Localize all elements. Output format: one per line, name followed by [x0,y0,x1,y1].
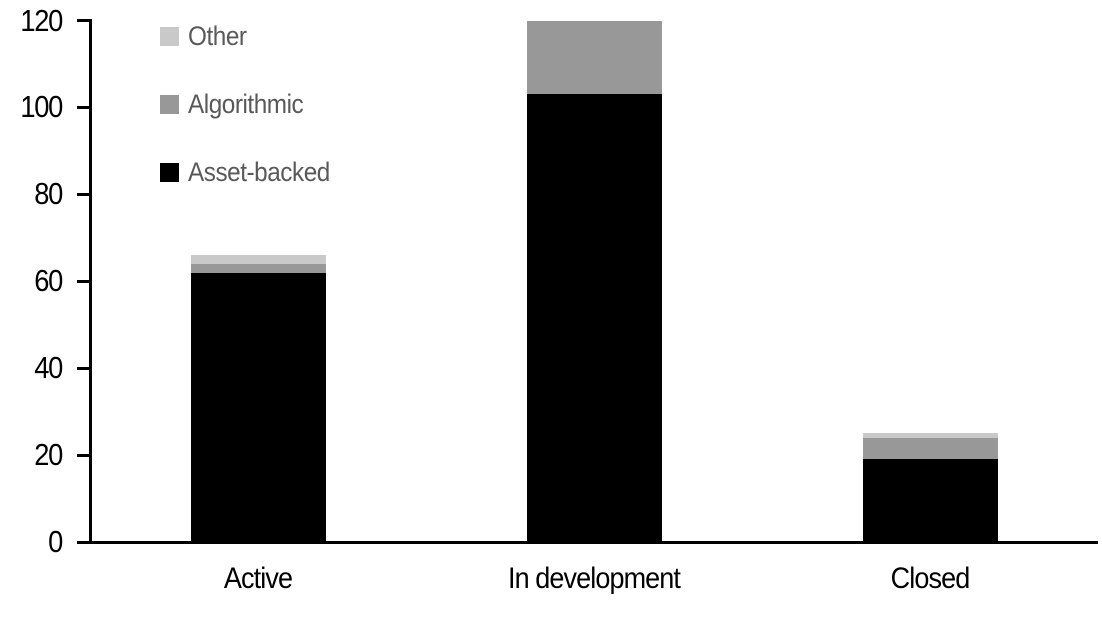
y-tick-label: 100 [20,89,63,125]
legend-item-algorithmic: Algorithmic [160,88,346,120]
y-tick-label: 20 [34,437,63,473]
legend-label: Algorithmic [188,88,304,119]
x-category-label-active: Active [223,562,293,595]
legend: Other Algorithmic Asset-backed [160,20,346,224]
y-tick-label: 80 [34,176,63,212]
legend-item-other: Other [160,20,346,52]
y-tick-mark [77,540,90,544]
bar-segment-asset-backed-active [190,272,326,542]
bar-segment-algorithmic-active [190,263,326,273]
y-tick-mark [77,279,90,283]
y-tick-label: 40 [34,350,63,386]
legend-item-asset-backed: Asset-backed [160,156,346,188]
legend-swatch-icon [160,162,179,182]
y-axis-line [89,19,92,544]
bar-segment-algorithmic-in-development [526,20,662,95]
y-tick-mark [77,192,90,196]
x-category-label-closed: Closed [890,562,971,595]
legend-swatch-icon [160,26,179,46]
bar-segment-other-closed [862,433,998,438]
bar-segment-asset-backed-in-development [526,94,662,542]
legend-label: Other [188,20,247,51]
bar-segment-algorithmic-closed [862,437,998,460]
y-tick-label: 120 [20,2,63,38]
legend-swatch-icon [160,94,179,114]
x-axis-line [77,541,1098,544]
bar-segment-other-active [190,255,326,264]
y-tick-mark [77,105,90,109]
x-category-label-in-development: In development [507,562,681,595]
y-tick-label: 60 [34,263,63,299]
bar-segment-asset-backed-closed [862,459,998,542]
y-tick-mark [77,453,90,457]
y-tick-mark [77,19,90,22]
y-tick-mark [77,366,90,370]
y-tick-label: 0 [48,524,63,559]
legend-label: Asset-backed [188,156,330,187]
